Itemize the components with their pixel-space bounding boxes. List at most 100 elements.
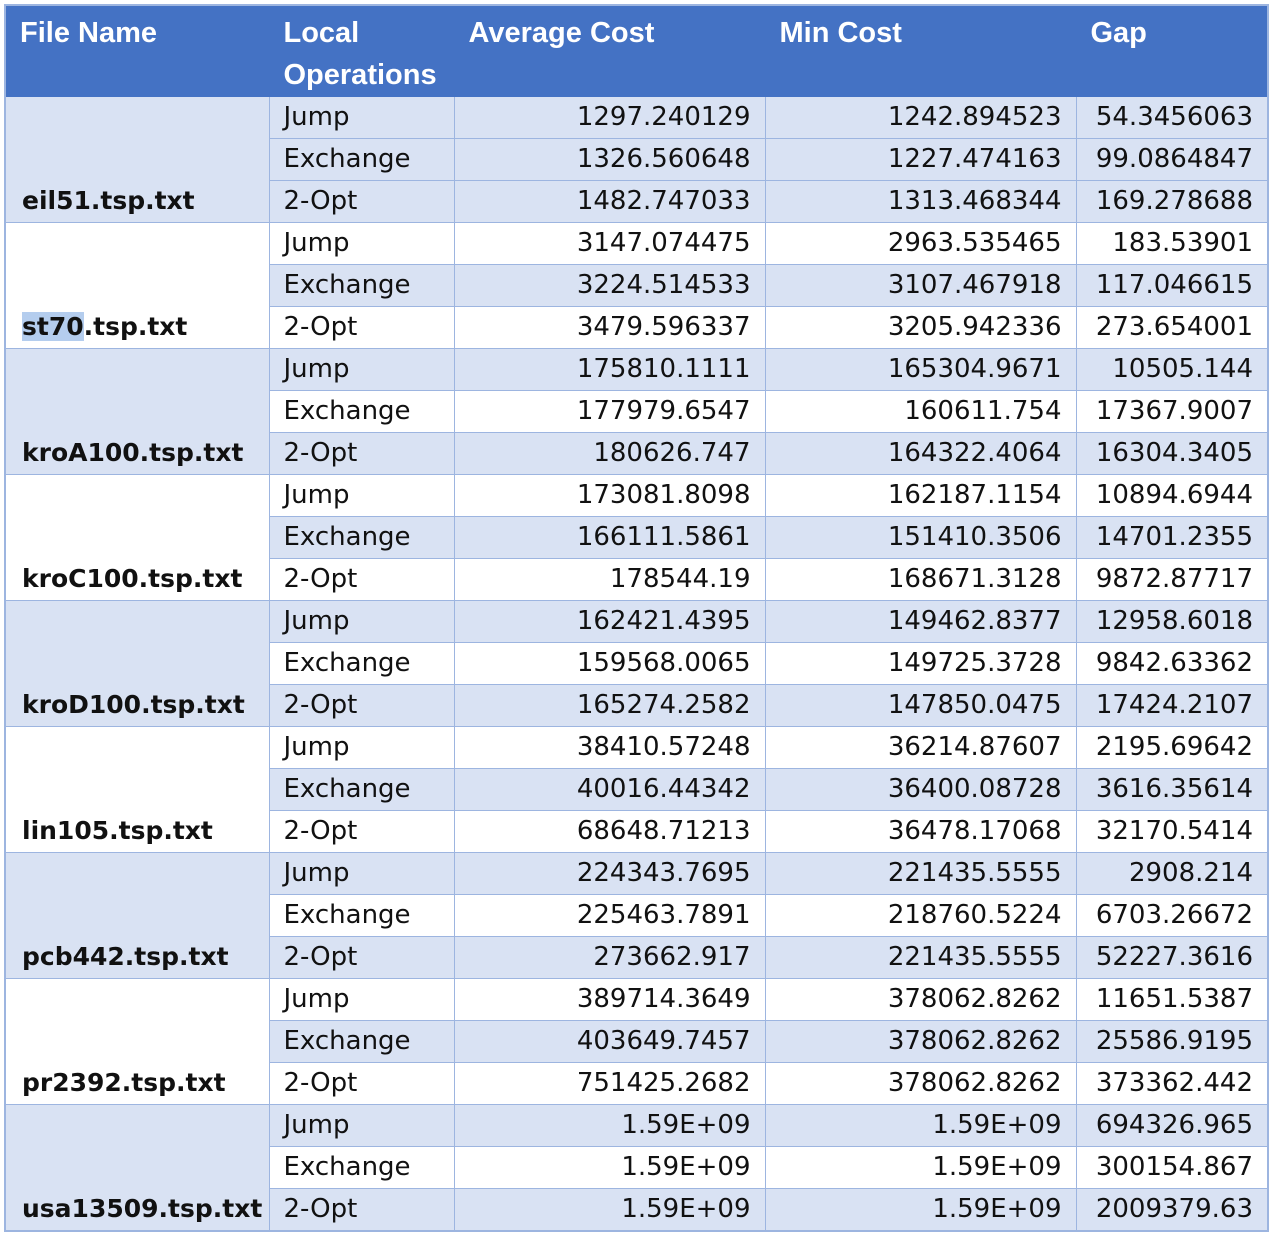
min-cost-cell: 168671.3128: [764, 558, 1077, 601]
gap-cell: 169.278688: [1075, 180, 1269, 223]
operation-cell: Exchange: [268, 768, 455, 811]
average-cost-cell: 162421.4395: [453, 600, 766, 643]
table-row: Exchange 1.59E+09 1.59E+09 300154.867: [5, 1146, 1269, 1189]
gap-cell: 12958.6018: [1075, 600, 1269, 643]
average-cost-cell: 178544.19: [453, 558, 766, 601]
file-name-cell: pcb442.tsp.txt: [4, 852, 270, 979]
min-cost-cell: 36400.08728: [764, 768, 1077, 811]
average-cost-cell: 273662.917: [453, 936, 766, 979]
table-row: st70.tsp.txt Jump 3147.074475 2963.53546…: [4, 222, 1269, 349]
min-cost-cell: 1.59E+09: [764, 1104, 1077, 1147]
table-row: 2-Opt 178544.19 168671.3128 9872.87717: [5, 558, 1269, 601]
table-row: pr2392.tsp.txt Jump 389714.3649 378062.8…: [4, 978, 1269, 1105]
operation-cell: Exchange: [268, 516, 455, 559]
gap-cell: 25586.9195: [1075, 1020, 1269, 1063]
operation-cell: Exchange: [268, 264, 455, 307]
operation-cell: 2-Opt: [268, 684, 455, 727]
min-cost-cell: 36214.87607: [764, 726, 1077, 769]
header-average-cost: Average Cost: [453, 4, 766, 97]
gap-cell: 2908.214: [1075, 852, 1269, 895]
average-cost-cell: 224343.7695: [453, 852, 766, 895]
table-row: 2-Opt 1482.747033 1313.468344 169.278688: [5, 180, 1269, 223]
file-name-cell: usa13509.tsp.txt: [4, 1104, 270, 1232]
average-cost-cell: 1482.747033: [453, 180, 766, 223]
average-cost-cell: 3224.514533: [453, 264, 766, 307]
selected-text[interactable]: st70: [22, 312, 84, 341]
gap-cell: 11651.5387: [1075, 978, 1269, 1021]
table-row: eil51.tsp.txt Jump 1297.240129 1242.8945…: [4, 96, 1269, 223]
table-row: Exchange 225463.7891 218760.5224 6703.26…: [5, 894, 1269, 937]
min-cost-cell: 3107.467918: [764, 264, 1077, 307]
gap-cell: 183.53901: [1075, 222, 1269, 265]
table-row: lin105.tsp.txt Jump 38410.57248 36214.87…: [4, 726, 1269, 853]
table-row: 2-Opt 751425.2682 378062.8262 373362.442: [5, 1062, 1269, 1105]
operation-cell: Jump: [268, 978, 455, 1021]
table-row: kroC100.tsp.txt Jump 173081.8098 162187.…: [4, 474, 1269, 601]
average-cost-cell: 1.59E+09: [453, 1188, 766, 1232]
operation-cell: Exchange: [268, 642, 455, 685]
average-cost-cell: 1.59E+09: [453, 1146, 766, 1189]
table-row: kroA100.tsp.txt Jump 175810.1111 165304.…: [4, 348, 1269, 475]
average-cost-cell: 159568.0065: [453, 642, 766, 685]
gap-cell: 6703.26672: [1075, 894, 1269, 937]
average-cost-cell: 180626.747: [453, 432, 766, 475]
table-row: Exchange 177979.6547 160611.754 17367.90…: [5, 390, 1269, 433]
min-cost-cell: 378062.8262: [764, 978, 1077, 1021]
min-cost-cell: 162187.1154: [764, 474, 1077, 517]
average-cost-cell: 1.59E+09: [453, 1104, 766, 1147]
gap-cell: 17367.9007: [1075, 390, 1269, 433]
header-gap: Gap: [1075, 4, 1269, 97]
gap-cell: 694326.965: [1075, 1104, 1269, 1147]
table-row: 2-Opt 273662.917 221435.5555 52227.3616: [5, 936, 1269, 979]
average-cost-cell: 3479.596337: [453, 306, 766, 349]
file-name-cell: eil51.tsp.txt: [4, 96, 270, 223]
gap-cell: 3616.35614: [1075, 768, 1269, 811]
min-cost-cell: 1242.894523: [764, 96, 1077, 139]
table-row: Exchange 1326.560648 1227.474163 99.0864…: [5, 138, 1269, 181]
table-row: 2-Opt 180626.747 164322.4064 16304.3405: [5, 432, 1269, 475]
operation-cell: Exchange: [268, 1146, 455, 1189]
operation-cell: 2-Opt: [268, 432, 455, 475]
gap-cell: 9842.63362: [1075, 642, 1269, 685]
min-cost-cell: 165304.9671: [764, 348, 1077, 391]
min-cost-cell: 218760.5224: [764, 894, 1077, 937]
gap-cell: 300154.867: [1075, 1146, 1269, 1189]
operation-cell: 2-Opt: [268, 558, 455, 601]
operation-cell: Exchange: [268, 138, 455, 181]
average-cost-cell: 38410.57248: [453, 726, 766, 769]
operation-cell: 2-Opt: [268, 180, 455, 223]
min-cost-cell: 147850.0475: [764, 684, 1077, 727]
operation-cell: Jump: [268, 348, 455, 391]
gap-cell: 52227.3616: [1075, 936, 1269, 979]
min-cost-cell: 378062.8262: [764, 1062, 1077, 1105]
min-cost-cell: 221435.5555: [764, 936, 1077, 979]
gap-cell: 273.654001: [1075, 306, 1269, 349]
results-table: File Name Local Operations Average Cost …: [4, 4, 1269, 1232]
min-cost-cell: 149462.8377: [764, 600, 1077, 643]
gap-cell: 32170.5414: [1075, 810, 1269, 853]
table-row: kroD100.tsp.txt Jump 162421.4395 149462.…: [4, 600, 1269, 727]
header-file-name: File Name: [4, 4, 270, 97]
operation-cell: 2-Opt: [268, 306, 455, 349]
header-min-cost: Min Cost: [764, 4, 1077, 97]
table-row: usa13509.tsp.txt Jump 1.59E+09 1.59E+09 …: [4, 1104, 1269, 1232]
operation-cell: Jump: [268, 852, 455, 895]
min-cost-cell: 1227.474163: [764, 138, 1077, 181]
gap-cell: 2009379.63: [1075, 1188, 1269, 1232]
operation-cell: 2-Opt: [268, 1188, 455, 1232]
average-cost-cell: 389714.3649: [453, 978, 766, 1021]
average-cost-cell: 751425.2682: [453, 1062, 766, 1105]
operation-cell: Jump: [268, 222, 455, 265]
operation-cell: Exchange: [268, 1020, 455, 1063]
gap-cell: 9872.87717: [1075, 558, 1269, 601]
gap-cell: 16304.3405: [1075, 432, 1269, 475]
operation-cell: Jump: [268, 726, 455, 769]
min-cost-cell: 221435.5555: [764, 852, 1077, 895]
table-row: Exchange 166111.5861 151410.3506 14701.2…: [5, 516, 1269, 559]
gap-cell: 99.0864847: [1075, 138, 1269, 181]
min-cost-cell: 3205.942336: [764, 306, 1077, 349]
min-cost-cell: 2963.535465: [764, 222, 1077, 265]
operation-cell: 2-Opt: [268, 810, 455, 853]
gap-cell: 54.3456063: [1075, 96, 1269, 139]
average-cost-cell: 225463.7891: [453, 894, 766, 937]
